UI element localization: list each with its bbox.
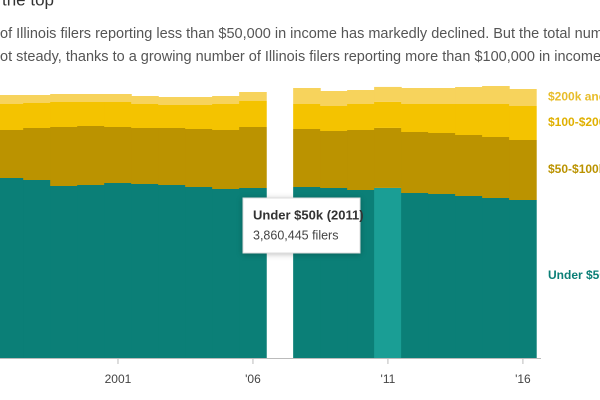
bar-segment [131,96,159,104]
bar-segment [401,88,429,104]
bar-segment [0,130,24,178]
bar-segment [0,104,24,130]
bar-segment [158,185,186,358]
x-tick-label: '11 [381,372,396,386]
bar-segment [320,131,348,188]
bar-segment [401,193,429,358]
bar-segment [212,96,240,104]
bar-segment [428,88,456,104]
bar-segment [428,194,456,358]
bar-segment [482,137,510,198]
tooltip-title: Under $50k (2011) [253,207,364,222]
chart-title: the top [2,0,54,9]
bar-segment [50,102,78,127]
bar-segment [374,127,402,188]
bar-segment [77,102,105,126]
bar-segment [509,140,537,200]
bar-segment [185,187,213,358]
bar-segment [104,183,132,358]
bar-segment [104,94,132,102]
bar-segment [455,135,483,196]
bar-segment [293,88,321,104]
bar-segment [509,106,537,140]
tooltip: Under $50k (2011) 3,860,445 filers [242,197,364,254]
bar-segment [158,128,186,185]
bar-segment [293,104,321,129]
bar-segment [401,104,429,132]
bar-segment [347,130,375,190]
tooltip-text: 3,860,445 filers [253,228,338,242]
bar-segment [347,90,375,104]
bar-segment [212,130,240,189]
bar-segment [23,128,51,180]
bar-segment [158,105,186,128]
bar-segment [482,86,510,104]
bar-segment [455,87,483,104]
bar-segment [428,133,456,194]
bar-segment [347,104,375,130]
subtitle-line: of Illinois filers reporting less than $… [0,26,600,42]
bar-segment [131,184,159,358]
bar-segment [50,127,78,186]
bar-segment [104,127,132,183]
bar-segment [212,189,240,358]
bar-segment [0,95,24,104]
bar-segment [239,127,267,188]
bar-segment [482,104,510,137]
bar-segment [374,187,402,358]
bar-segment [0,178,24,358]
bar-segment [77,94,105,102]
bar-segment [23,95,51,103]
x-tick-label: 2001 [105,372,132,386]
bar-segment [185,105,213,129]
bar-segment [509,200,537,358]
bar-segment [131,104,159,128]
bar-segment [158,97,186,105]
bar-segment [185,97,213,105]
x-tick-label: '06 [245,372,261,386]
bar-segment [50,94,78,102]
x-tick-label: '16 [515,372,531,386]
bar-segment [401,132,429,193]
bar-segment [374,86,402,102]
bar-segment [77,126,105,185]
bar-segment [320,91,348,106]
bar-segment [185,129,213,187]
series-label: Under $50 [548,268,600,282]
bar-segment [77,185,105,358]
bar-segment [509,89,537,106]
bar-segment [239,101,267,127]
series-label: $50-$100k [548,162,600,176]
bar-segment [482,198,510,358]
bar-segment [374,101,402,128]
bar-segment [23,180,51,358]
bar-segment [131,128,159,184]
bar-segment [212,104,240,130]
tooltip-box [242,197,361,254]
bar-segment [455,104,483,135]
bar-segment [428,104,456,133]
bar-segment [239,92,267,101]
series-label: $200k and [548,90,600,104]
bar-segment [293,129,321,187]
bar-segment [104,102,132,127]
series-label: $100-$200 [548,115,600,129]
bar-segment [50,186,78,358]
bar-segment [23,103,51,128]
bar-segment [455,196,483,358]
subtitle-line: ot steady, thanks to a growing number of… [0,49,600,65]
bar-segment [320,106,348,131]
